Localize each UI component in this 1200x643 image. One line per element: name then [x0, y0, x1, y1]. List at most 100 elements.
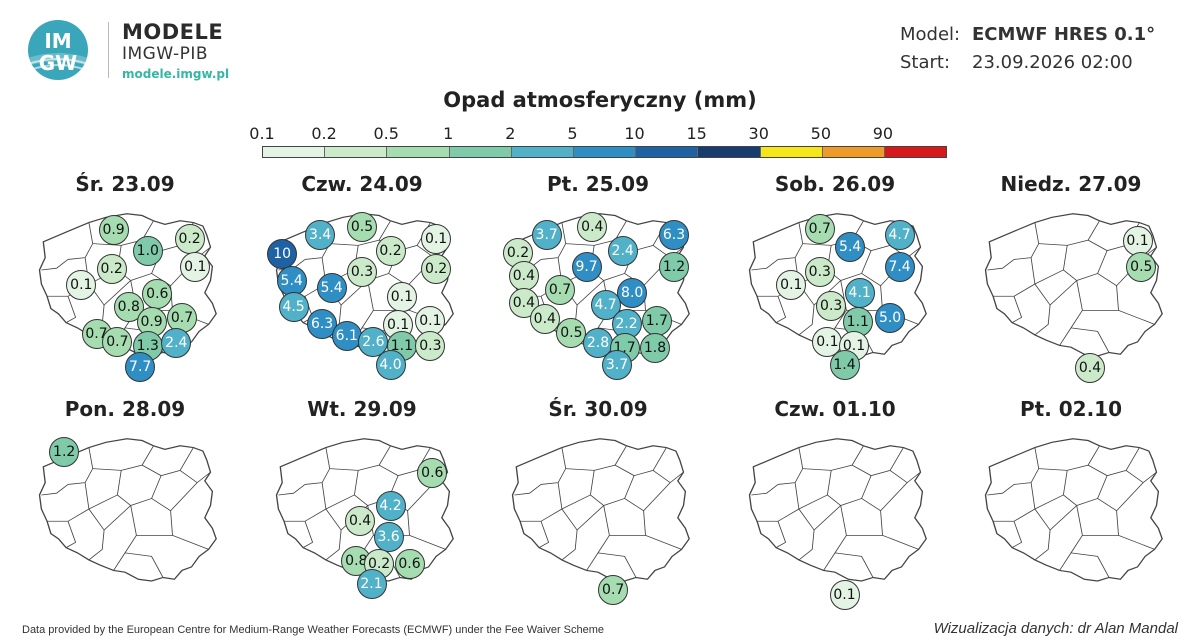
day-title: Pon. 28.09 [15, 397, 235, 421]
model-value: ECMWF HRES 0.1° [972, 24, 1155, 45]
colorbar-segment [263, 147, 325, 157]
day-title: Pt. 02.10 [961, 397, 1181, 421]
precipitation-marker: 0.7 [102, 327, 132, 357]
colorbar-segment [450, 147, 512, 157]
precipitation-marker: 0.2 [97, 254, 127, 284]
precipitation-marker: 9.7 [572, 252, 602, 282]
day-title: Pt. 25.09 [488, 172, 708, 196]
precipitation-marker: 0.5 [556, 318, 586, 348]
precipitation-marker: 0.4 [577, 212, 607, 242]
precipitation-marker: 4.0 [376, 350, 406, 380]
precipitation-marker: 0.4 [1075, 353, 1105, 383]
map-outline [740, 430, 930, 588]
map-outline [503, 430, 693, 588]
precipitation-marker: 10 [267, 239, 297, 269]
poland-map: 3.4 0.5 10 0.2 0.1 0.3 0.2 5.4 5.4 0.1 4.5 6.3 0.1 0.… [267, 205, 467, 395]
precipitation-marker: 0.7 [545, 275, 575, 305]
colorbar-tick-label: 1 [443, 124, 453, 143]
map-outline [976, 430, 1166, 588]
precipitation-marker: 4.5 [279, 292, 309, 322]
precipitation-marker: 4.1 [845, 278, 875, 308]
precipitation-marker: 0.3 [816, 291, 846, 321]
precipitation-marker: 1.7 [642, 306, 672, 336]
start-label: Start: [900, 52, 950, 73]
day-title: Niedz. 27.09 [961, 172, 1181, 196]
precipitation-marker: 8.0 [617, 278, 647, 308]
precipitation-marker: 0.3 [415, 331, 445, 361]
country-border [513, 439, 690, 581]
poland-map [976, 430, 1176, 620]
precipitation-marker: 4.2 [376, 491, 406, 521]
precipitation-marker: 1.0 [133, 236, 163, 266]
precipitation-marker: 0.3 [347, 257, 377, 287]
precipitation-marker: 5.0 [875, 303, 905, 333]
precipitation-marker: 0.1 [421, 224, 451, 254]
precipitation-marker: 1.2 [659, 252, 689, 282]
brand-divider [108, 22, 109, 78]
colorbar-tick-label: 50 [811, 124, 831, 143]
precipitation-marker: 0.2 [376, 236, 406, 266]
imgw-logo: IM GW [22, 18, 98, 82]
precipitation-marker: 0.2 [421, 254, 451, 284]
poland-map: 3.7 0.4 6.3 0.2 2.4 9.7 1.2 0.4 0.7 8.0 0.4 4.7 0.4 2… [503, 205, 703, 395]
colorbar-tick-label: 10 [624, 124, 644, 143]
precipitation-marker: 0.1 [830, 580, 860, 610]
precipitation-marker: 0.2 [175, 224, 205, 254]
poland-map: 0.7 5.4 4.7 0.3 7.4 0.1 4.1 0.3 1.1 5.0 0.1 0.1 1.4 [740, 205, 940, 395]
precipitation-marker: 0.1 [387, 282, 417, 312]
day-title: Czw. 24.09 [252, 172, 472, 196]
logo-text-bottom: GW [39, 51, 77, 75]
precipitation-marker: 5.4 [317, 273, 347, 303]
colorbar-tick-label: 2 [505, 124, 515, 143]
colorbar-tick-label: 15 [686, 124, 706, 143]
precipitation-marker: 3.4 [305, 220, 335, 250]
precipitation-marker: 0.6 [142, 279, 172, 309]
visualization-credit: Wizualizacja danych: dr Alan Mandal [934, 620, 1178, 637]
colorbar-segment [574, 147, 636, 157]
colorbar-segment [387, 147, 449, 157]
precipitation-marker: 4.7 [885, 220, 915, 250]
poland-map: 1.2 [30, 430, 230, 620]
colorbar-tick-label: 90 [873, 124, 893, 143]
precipitation-marker: 2.1 [357, 569, 387, 599]
colorbar-tick-label: 0.5 [373, 124, 398, 143]
data-credit: Data provided by the European Centre for… [22, 624, 604, 636]
colorbar-segment [823, 147, 885, 157]
day-title: Śr. 23.09 [15, 172, 235, 196]
precipitation-marker: 0.6 [395, 549, 425, 579]
precipitation-marker: 0.4 [530, 304, 560, 334]
precipitation-marker: 5.4 [835, 232, 865, 262]
precipitation-marker: 0.5 [347, 212, 377, 242]
logo-text-top: IM [44, 29, 71, 53]
day-title: Sob. 26.09 [725, 172, 945, 196]
brand-url[interactable]: modele.imgw.pl [122, 67, 229, 81]
precipitation-marker: 3.7 [602, 350, 632, 380]
colorbar-tick-label: 5 [567, 124, 577, 143]
precipitation-marker: 1.2 [49, 437, 79, 467]
colorbar-segment [885, 147, 946, 157]
poland-map: 0.7 [503, 430, 703, 620]
precipitation-marker: 0.1 [776, 270, 806, 300]
precipitation-marker: 0.3 [805, 257, 835, 287]
precipitation-marker: 0.9 [99, 215, 129, 245]
precipitation-marker: 5.4 [277, 266, 307, 296]
precipitation-marker: 6.1 [332, 321, 362, 351]
country-border [750, 439, 927, 581]
colorbar-tick-label: 30 [749, 124, 769, 143]
colorbar-segment [325, 147, 387, 157]
precipitation-marker: 2.4 [608, 236, 638, 266]
poland-map: 0.1 [740, 430, 940, 620]
poland-map: 0.6 4.2 0.4 3.6 0.8 0.2 0.6 2.1 [267, 430, 467, 620]
day-title: Wt. 29.09 [252, 397, 472, 421]
precipitation-marker: 0.4 [345, 506, 375, 536]
day-title: Czw. 01.10 [725, 397, 945, 421]
colorbar-segment [636, 147, 698, 157]
brand-subtitle: IMGW-PIB [122, 44, 208, 64]
day-title: Śr. 30.09 [488, 397, 708, 421]
colorbar-segment [698, 147, 760, 157]
country-border [986, 439, 1163, 581]
precipitation-marker: 3.7 [532, 220, 562, 250]
precipitation-marker: 1.4 [830, 350, 860, 380]
legend-title: Opad atmosferyczny (mm) [0, 88, 1200, 112]
precipitation-marker: 7.4 [885, 252, 915, 282]
